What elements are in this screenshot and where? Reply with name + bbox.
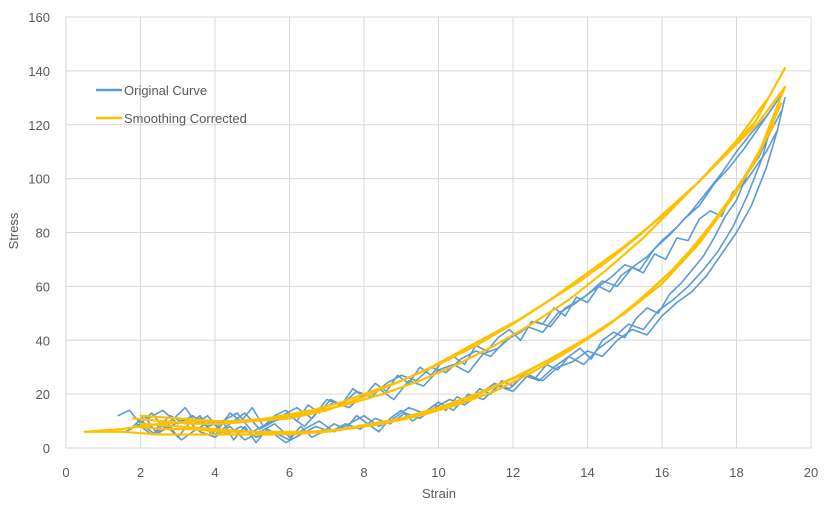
smoothing-corrected-lines	[83, 67, 787, 436]
y-tick-label: 40	[36, 333, 50, 348]
x-axis-label: Strain	[422, 486, 456, 501]
y-axis-label: Stress	[6, 212, 21, 249]
smoothing-corrected-line	[139, 99, 768, 423]
x-tick-label: 10	[431, 465, 445, 480]
x-tick-label: 6	[286, 465, 293, 480]
x-tick-label: 2	[137, 465, 144, 480]
x-tick-label: 14	[580, 465, 594, 480]
y-tick-label: 100	[28, 172, 50, 187]
x-tick-label: 8	[360, 465, 367, 480]
x-tick-labels: 0 2 4 6 8 10 12 14 16 18 20	[62, 465, 818, 480]
y-tick-label: 120	[28, 118, 50, 133]
x-tick-label: 4	[211, 465, 218, 480]
x-tick-label: 16	[655, 465, 669, 480]
x-tick-label: 12	[506, 465, 520, 480]
legend-label-smoothed: Smoothing Corrected	[124, 111, 247, 126]
y-tick-labels: 0 20 40 60 80 100 120 140 160	[28, 10, 50, 456]
y-tick-label: 160	[28, 10, 50, 25]
smoothing-corrected-line	[139, 123, 775, 436]
y-tick-label: 20	[36, 387, 50, 402]
legend: Original Curve Smoothing Corrected	[96, 83, 247, 126]
y-tick-label: 0	[43, 441, 50, 456]
x-tick-label: 0	[62, 465, 69, 480]
y-tick-label: 60	[36, 279, 50, 294]
x-tick-label: 20	[804, 465, 818, 480]
y-tick-label: 80	[36, 226, 50, 241]
legend-label-original: Original Curve	[124, 83, 207, 98]
x-tick-label: 18	[729, 465, 743, 480]
y-tick-label: 140	[28, 64, 50, 79]
